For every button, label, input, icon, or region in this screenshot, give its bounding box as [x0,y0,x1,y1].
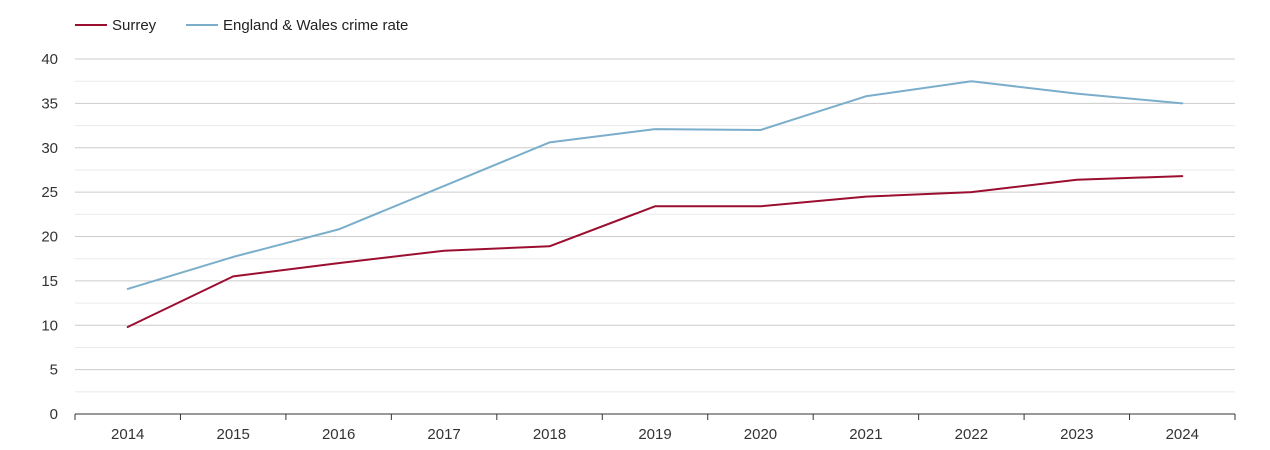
y-tick-label: 35 [41,95,58,112]
x-tick-label: 2015 [216,426,249,443]
x-tick-label: 2018 [533,426,566,443]
series-line-surrey [126,175,1184,328]
y-tick-label: 10 [41,317,58,334]
y-tick-label: 25 [41,184,58,201]
x-axis-ticks: 2014 2015 2016 2017 2018 2019 2020 2021 2022 2023… [74,414,1236,443]
x-tick-label: 2020 [744,426,777,443]
x-tick-label: 2014 [111,426,144,443]
y-tick-label: 40 [41,51,58,68]
x-tick-label: 2016 [322,426,355,443]
gridlines [75,58,1235,393]
x-tick-label: 2022 [955,426,988,443]
series-line-england-wales [126,80,1184,290]
legend-label-england-wales: England & Wales crime rate [223,17,408,34]
y-axis-ticks: 0 5 10 15 20 25 30 35 40 [41,51,58,423]
series-lines [126,80,1184,328]
y-tick-label: 30 [41,140,58,157]
y-tick-label: 15 [41,273,58,290]
legend-label-surrey: Surrey [112,17,157,34]
x-tick-label: 2021 [849,426,882,443]
x-tick-label: 2019 [638,426,671,443]
y-tick-label: 20 [41,229,58,246]
y-tick-label: 5 [50,362,58,379]
y-tick-label: 0 [50,406,58,423]
x-tick-label: 2017 [427,426,460,443]
x-tick-label: 2024 [1166,426,1199,443]
legend: Surrey England & Wales crime rate [75,17,408,34]
x-tick-label: 2023 [1060,426,1093,443]
